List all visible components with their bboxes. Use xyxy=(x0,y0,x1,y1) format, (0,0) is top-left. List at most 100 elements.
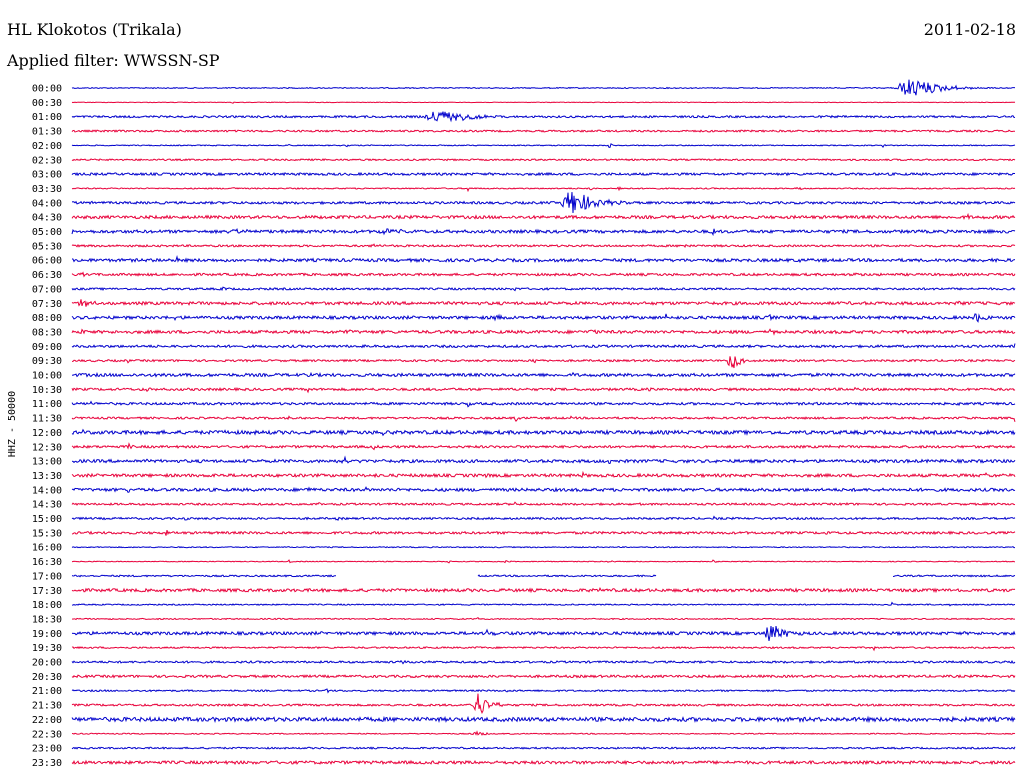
trace-row-0300 xyxy=(71,171,1015,177)
time-label-1100: 11:00 xyxy=(32,399,62,410)
time-label-1730: 17:30 xyxy=(32,586,62,597)
time-label-0730: 07:30 xyxy=(32,299,62,310)
time-label-0400: 04:00 xyxy=(32,198,62,209)
trace-row-1230 xyxy=(71,442,1016,451)
trace-row-0700 xyxy=(71,286,1016,292)
trace-row-0930 xyxy=(72,356,1016,369)
time-label-0830: 08:30 xyxy=(32,327,62,338)
trace-row-1600 xyxy=(71,546,1015,549)
trace-row-1830 xyxy=(71,617,1015,621)
trace-row-0230 xyxy=(71,158,1016,162)
trace-row-0600 xyxy=(71,254,1016,264)
trace-row-0330 xyxy=(71,186,1016,193)
trace-row-1800 xyxy=(71,601,1016,607)
time-label-2330: 23:30 xyxy=(32,758,62,769)
time-label-0900: 09:00 xyxy=(32,342,62,353)
time-label-1800: 18:00 xyxy=(32,600,62,611)
time-label-1230: 12:30 xyxy=(32,442,62,453)
time-label-1500: 15:00 xyxy=(32,514,62,525)
trace-row-1030 xyxy=(71,386,1016,394)
date-label: 2011-02-18 xyxy=(924,20,1016,39)
trace-row-2330 xyxy=(71,759,1016,766)
trace-row-0500 xyxy=(71,227,1016,237)
trace-row-1900 xyxy=(71,626,1016,641)
trace-row-1730 xyxy=(71,587,1016,594)
time-label-2030: 20:30 xyxy=(32,672,62,683)
time-label-2100: 21:00 xyxy=(32,686,62,697)
trace-row-1400 xyxy=(71,486,1016,493)
trace-row-0630 xyxy=(71,271,1016,278)
time-label-0630: 06:30 xyxy=(32,270,62,281)
trace-row-0000 xyxy=(71,79,1016,96)
time-label-1700: 17:00 xyxy=(32,571,62,582)
trace-row-0900 xyxy=(71,343,1016,349)
time-label-2000: 20:00 xyxy=(32,658,62,669)
trace-row-1330 xyxy=(71,470,1016,479)
time-label-1900: 19:00 xyxy=(32,629,62,640)
time-label-0530: 05:30 xyxy=(32,241,62,252)
time-label-0030: 00:30 xyxy=(32,98,62,109)
time-label-1400: 14:00 xyxy=(32,485,62,496)
trace-row-2030 xyxy=(71,674,1016,679)
time-label-2200: 22:00 xyxy=(32,715,62,726)
time-label-1330: 13:30 xyxy=(32,471,62,482)
trace-row-0030 xyxy=(71,101,1016,104)
time-label-1200: 12:00 xyxy=(32,428,62,439)
trace-row-0200 xyxy=(71,143,1016,149)
trace-row-1130 xyxy=(71,415,1016,422)
time-label-1600: 16:00 xyxy=(32,543,62,554)
time-label-1630: 16:30 xyxy=(32,557,62,568)
trace-row-0430 xyxy=(71,212,1016,221)
time-label-1130: 11:30 xyxy=(32,414,62,425)
time-label-0430: 04:30 xyxy=(32,213,62,224)
time-label-0700: 07:00 xyxy=(32,284,62,295)
time-label-0130: 01:30 xyxy=(32,127,62,138)
time-label-0800: 08:00 xyxy=(32,313,62,324)
trace-row-2100 xyxy=(71,688,1016,694)
time-label-0600: 06:00 xyxy=(32,256,62,267)
time-label-0300: 03:00 xyxy=(32,170,62,181)
time-label-2130: 21:30 xyxy=(32,701,62,712)
trace-rows: 00:00 00:30 01:00 01:30 02:00 02:30 03:00 03:30… xyxy=(32,79,1016,769)
station-title: HL Klokotos (Trikala) xyxy=(7,20,182,39)
trace-row-0830 xyxy=(71,328,1016,336)
trace-row-0800 xyxy=(71,313,1016,323)
time-label-0330: 03:30 xyxy=(32,184,62,195)
trace-row-1430 xyxy=(71,501,1016,507)
trace-row-2200 xyxy=(71,715,1016,724)
time-label-1030: 10:30 xyxy=(32,385,62,396)
trace-row-1300 xyxy=(71,455,1016,465)
trace-row-2130 xyxy=(71,693,1016,715)
time-label-0930: 09:30 xyxy=(32,356,62,367)
trace-row-0530 xyxy=(71,243,1016,249)
time-label-1830: 18:30 xyxy=(32,614,62,625)
time-label-2300: 23:00 xyxy=(32,744,62,755)
trace-row-2300 xyxy=(71,746,1016,750)
filter-label: Applied filter: WWSSN-SP xyxy=(6,51,220,70)
time-label-0200: 02:00 xyxy=(32,141,62,152)
trace-row-1000 xyxy=(71,371,1016,378)
trace-row-0730 xyxy=(71,299,1016,307)
trace-row-1200 xyxy=(71,428,1016,437)
time-label-0500: 05:00 xyxy=(32,227,62,238)
trace-row-1530 xyxy=(71,529,1016,536)
channel-label: HHZ - 50000 xyxy=(7,391,18,457)
trace-row-0100 xyxy=(71,111,1016,123)
trace-row-2000 xyxy=(71,659,1016,665)
time-label-0000: 00:00 xyxy=(32,84,62,95)
trace-row-1100 xyxy=(71,400,1016,408)
time-label-1530: 15:30 xyxy=(32,528,62,539)
trace-row-1500 xyxy=(71,515,1016,521)
time-label-0230: 02:30 xyxy=(32,155,62,166)
trace-row-1700 xyxy=(71,574,1016,578)
trace-row-1930 xyxy=(71,645,1015,652)
time-label-1300: 13:00 xyxy=(32,457,62,468)
time-label-2230: 22:30 xyxy=(32,729,62,740)
time-label-1430: 14:30 xyxy=(32,500,62,511)
time-label-1000: 10:00 xyxy=(32,371,62,382)
time-label-0100: 01:00 xyxy=(32,112,62,123)
trace-row-0130 xyxy=(71,129,1016,133)
trace-row-1630 xyxy=(71,559,1015,564)
time-label-1930: 19:30 xyxy=(32,643,62,654)
trace-row-2230 xyxy=(71,730,1016,736)
